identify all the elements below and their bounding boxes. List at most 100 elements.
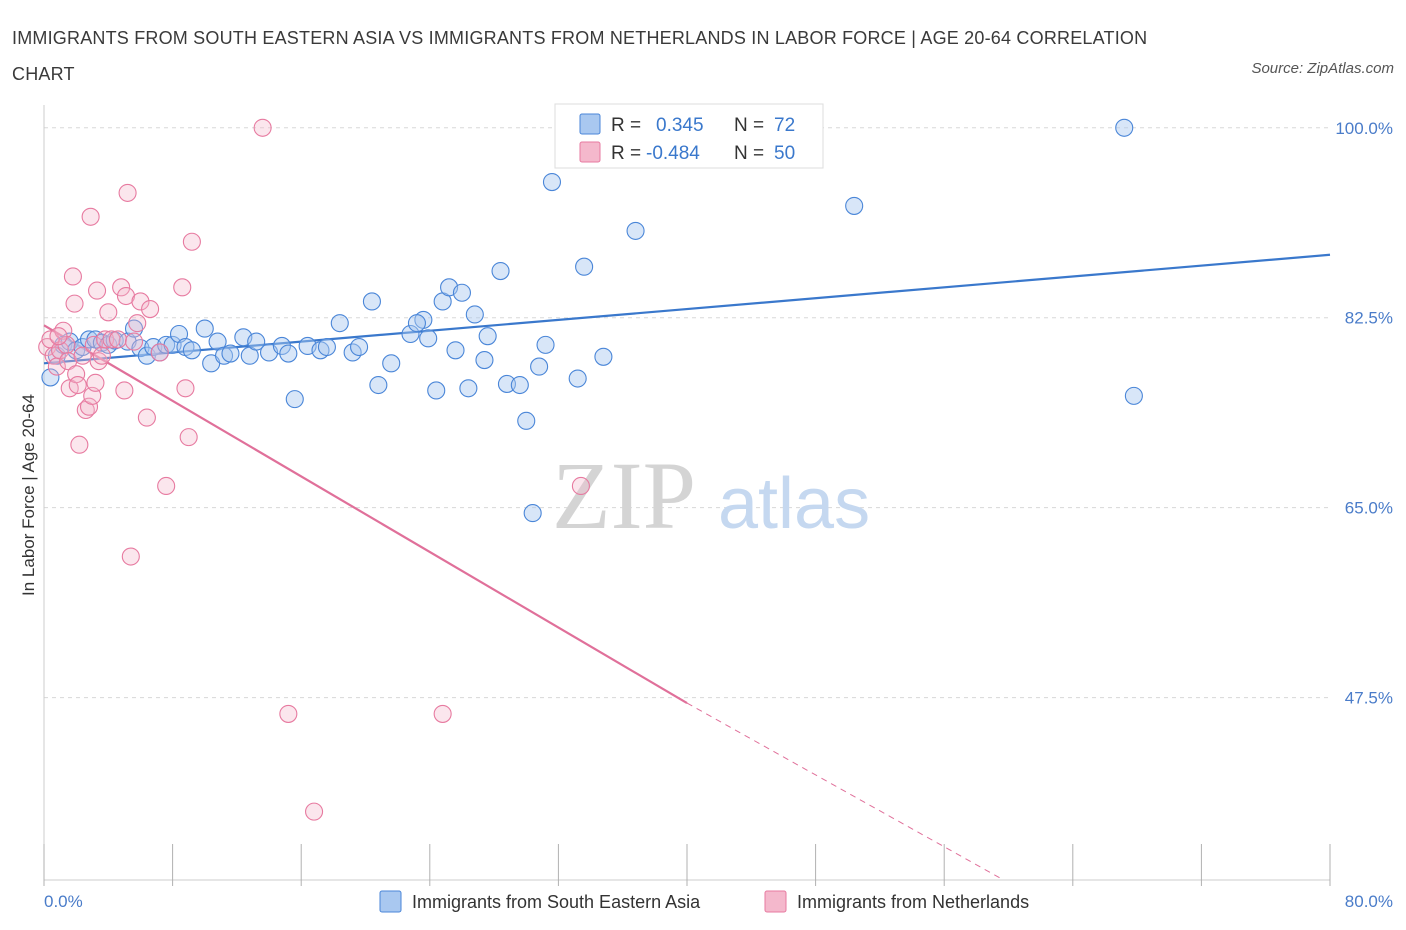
point-sea (530, 357, 549, 376)
trend-line-netherlands (43, 324, 688, 705)
point-sea (195, 319, 214, 338)
point-netherlands (70, 435, 89, 454)
point-netherlands (92, 346, 111, 365)
point-sea (317, 337, 336, 357)
point-netherlands (182, 232, 201, 251)
stats-blue-n-label: N = (734, 115, 764, 136)
point-netherlands (571, 476, 590, 496)
point-netherlands (73, 346, 92, 365)
point-sea (157, 335, 176, 354)
point-sea (330, 314, 349, 333)
stats-pink-r-label: R = (611, 143, 641, 164)
point-netherlands (173, 278, 192, 297)
point-sea (542, 172, 562, 192)
point-netherlands (99, 303, 118, 322)
point-netherlands (102, 330, 121, 349)
y-tick-label: 65.0% (1345, 499, 1393, 518)
stats-pink-r-value: -0.484 (646, 143, 700, 164)
point-sea (459, 379, 478, 398)
stats-swatch-blue (579, 113, 601, 135)
point-netherlands (141, 299, 160, 319)
point-netherlands (131, 292, 150, 311)
point-sea (475, 351, 494, 370)
stats-legend: R = 0.345 N = 72 R = -0.484 N = 50 (554, 103, 824, 169)
y-axis-title: In Labor Force | Age 20-64 (19, 394, 38, 596)
point-sea (452, 283, 472, 302)
point-sea (247, 332, 266, 351)
point-sea (523, 504, 542, 523)
legend-swatch-pink (764, 890, 787, 913)
point-netherlands (49, 327, 68, 346)
point-netherlands (112, 278, 131, 297)
point-sea (510, 375, 529, 395)
point-sea (285, 390, 304, 409)
point-netherlands (89, 352, 108, 371)
point-netherlands (157, 476, 176, 496)
trend-lines (43, 253, 1331, 881)
stats-pink-n-label: N = (734, 143, 764, 164)
chart-title: IMMIGRANTS FROM SOUTH EASTERN ASIA VS IM… (12, 28, 1148, 84)
point-netherlands (81, 207, 100, 226)
point-netherlands (54, 321, 73, 340)
point-sea (221, 344, 240, 363)
point-sea (401, 324, 420, 344)
series-legend: Immigrants from South Eastern Asia Immig… (379, 890, 1029, 913)
point-sea (491, 262, 510, 281)
point-sea (478, 327, 497, 346)
chart-source: Source: ZipAtlas.com (1251, 60, 1394, 77)
x-tick-label-min: 0.0% (44, 892, 83, 911)
point-sea (41, 368, 60, 387)
point-netherlands (137, 408, 156, 427)
point-sea (446, 341, 465, 360)
point-netherlands (65, 294, 84, 313)
point-netherlands (433, 704, 452, 723)
point-sea (594, 347, 613, 366)
point-netherlands (63, 267, 82, 286)
point-sea (536, 335, 555, 354)
point-sea (272, 336, 291, 355)
stats-blue-r-value: 0.345 (656, 115, 704, 136)
point-netherlands (179, 428, 198, 447)
point-netherlands (115, 381, 134, 400)
point-sea (407, 314, 426, 333)
point-sea (131, 339, 150, 358)
point-sea (124, 319, 144, 338)
point-netherlands (118, 183, 137, 202)
point-netherlands (121, 547, 140, 566)
point-netherlands (176, 379, 195, 398)
point-netherlands (96, 330, 115, 349)
point-sea (1124, 386, 1143, 405)
point-sea (1115, 118, 1134, 137)
data-points (38, 118, 1143, 821)
point-sea (427, 381, 446, 400)
point-netherlands (86, 373, 105, 392)
point-sea (626, 221, 645, 240)
point-sea (575, 257, 594, 276)
point-sea (517, 411, 536, 430)
point-sea (350, 337, 369, 357)
point-sea (497, 374, 517, 393)
point-sea (279, 344, 298, 363)
point-netherlands (124, 332, 144, 351)
point-sea (568, 369, 587, 388)
gridlines (44, 127, 1330, 699)
point-netherlands (87, 281, 107, 300)
point-netherlands (128, 314, 147, 333)
point-netherlands (68, 375, 87, 395)
point-netherlands (305, 802, 324, 821)
point-sea (362, 292, 381, 311)
stats-pink-n-value: 50 (774, 143, 795, 164)
y-tick-labels: 47.5% 65.0% 82.5% 100.0% (1335, 119, 1393, 708)
trend-line-netherlands-extension (686, 702, 1004, 881)
legend-swatch-blue (379, 890, 402, 913)
point-sea (182, 341, 201, 360)
point-sea (419, 329, 438, 348)
y-tick-label: 100.0% (1335, 119, 1393, 138)
legend-label-blue: Immigrants from South Eastern Asia (412, 892, 701, 912)
point-sea (845, 196, 864, 215)
stats-blue-r-label: R = (611, 115, 641, 136)
stats-blue-n-value: 72 (774, 115, 795, 136)
point-netherlands (279, 704, 298, 723)
point-netherlands (150, 343, 169, 362)
